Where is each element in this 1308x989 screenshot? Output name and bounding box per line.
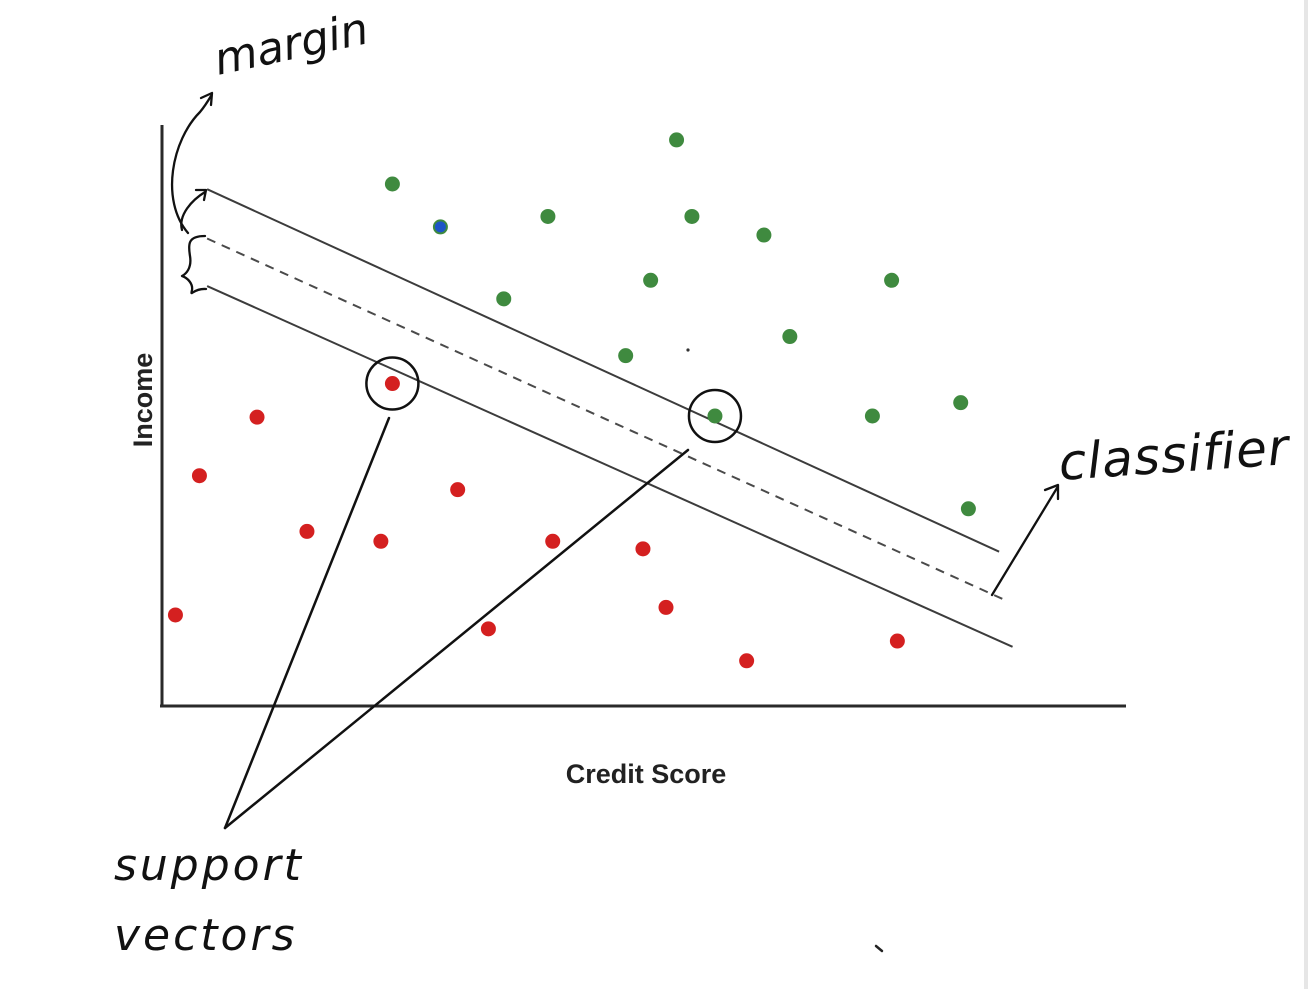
- data-point: [658, 599, 674, 615]
- stray-mark: [874, 944, 884, 953]
- data-point: [545, 533, 561, 549]
- support-vector-circle: [365, 356, 420, 411]
- data-points: [167, 132, 976, 669]
- stray-dot: [686, 348, 690, 352]
- margin-brace: [180, 234, 208, 295]
- data-point: [707, 408, 723, 424]
- classifier-line: [206, 237, 1007, 602]
- support-vector-pointers: [223, 416, 690, 830]
- data-point: [635, 541, 651, 557]
- support-annotation-line2: vectors: [114, 910, 298, 961]
- data-point: [450, 482, 466, 498]
- classifier-annotation: classifier: [1057, 418, 1294, 492]
- x-axis-label: Credit Score: [566, 759, 727, 789]
- classifier-arrow: [990, 483, 1060, 597]
- support-vector-circles: [365, 356, 743, 444]
- data-point: [618, 348, 634, 364]
- y-axis-label: Income: [128, 353, 158, 448]
- data-point: [249, 409, 265, 425]
- data-point: [480, 621, 496, 637]
- margin-arrow: [170, 91, 214, 235]
- data-point: [496, 291, 512, 307]
- data-point: [373, 533, 389, 549]
- data-point: [864, 408, 880, 424]
- data-point: [884, 272, 900, 288]
- data-point: [756, 227, 772, 243]
- data-point: [643, 272, 659, 288]
- margin-annotation: margin: [210, 3, 373, 85]
- data-point: [540, 208, 556, 224]
- data-point: [167, 607, 183, 623]
- data-point: [953, 395, 969, 411]
- data-point: [739, 653, 755, 669]
- page-edge: [1304, 0, 1308, 989]
- data-point: [889, 633, 905, 649]
- upper-margin-line: [206, 188, 1000, 553]
- data-point: [299, 523, 315, 539]
- data-point: [782, 329, 798, 345]
- data-point: [384, 176, 400, 192]
- data-point: [191, 468, 207, 484]
- data-point: [960, 501, 976, 517]
- data-point: [434, 221, 446, 233]
- lower-margin-line: [206, 285, 1013, 648]
- data-point: [669, 132, 685, 148]
- data-point: [684, 208, 700, 224]
- data-point: [384, 376, 400, 392]
- support-vector-circle: [687, 388, 743, 444]
- support-annotation-line1: support: [114, 840, 304, 891]
